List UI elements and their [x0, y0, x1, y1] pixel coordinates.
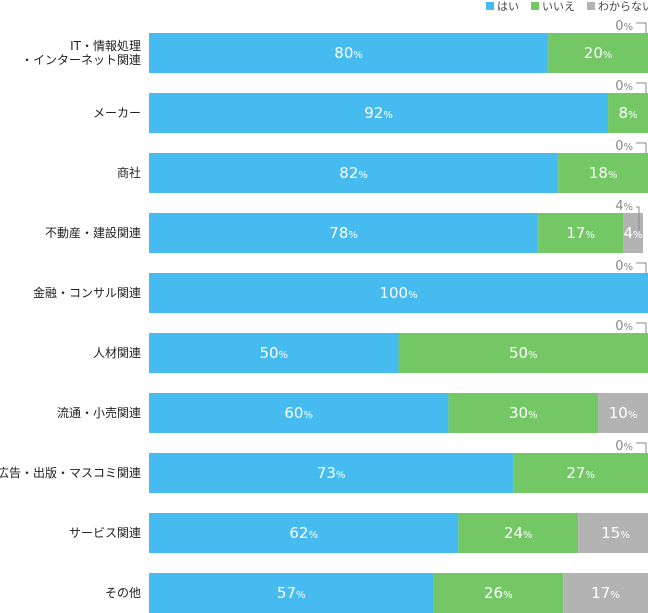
data-label: 0% [615, 319, 633, 334]
small-value-annotation: 0% [615, 259, 647, 274]
bar-segment [458, 513, 579, 553]
bar-segment [149, 153, 559, 193]
bar-row: 不動産・建設関連 78% 17% 4%4% [45, 199, 644, 253]
legend-label: いいえ [542, 0, 575, 13]
small-value-annotation: 0% [615, 79, 647, 94]
leader-line [636, 262, 647, 273]
bar-segment [558, 153, 648, 193]
bar-segment [149, 513, 459, 553]
category-label: 人材関連 [93, 346, 141, 360]
small-value-annotation: 0% [615, 139, 647, 154]
legend: はい いいえ わからない [486, 0, 648, 13]
bar-segment [149, 393, 449, 433]
leader-line [636, 206, 640, 231]
bar-segment [149, 453, 514, 493]
category-label: メーカー [93, 106, 141, 120]
bar-segment [149, 33, 549, 73]
bar-segment [398, 333, 648, 373]
data-label: 4% [615, 199, 633, 214]
small-value-annotation: 4% [615, 199, 640, 231]
legend-swatch [486, 2, 494, 10]
bar-segment [149, 573, 434, 613]
bar-segment [548, 33, 648, 73]
bar-row: その他 57% 26% 17% [105, 573, 648, 613]
bar-segment [433, 573, 564, 613]
bar-row: 人材関連 50% 50%0% [93, 319, 648, 373]
legend-item: いいえ [531, 0, 575, 13]
leader-line [636, 82, 647, 93]
leader-line [636, 142, 647, 153]
bar-segment [448, 393, 599, 433]
small-value-annotation: 0% [615, 19, 647, 34]
category-label: その他 [105, 586, 141, 600]
bar-row: IT・情報処理・インターネット関連 80% 20%0% [21, 19, 648, 73]
bar-row: 金融・コンサル関連 100% 0% [33, 259, 648, 313]
data-label: 0% [615, 139, 633, 154]
data-label: 0% [615, 259, 633, 274]
leader-line [636, 22, 647, 33]
bar-segment [149, 333, 399, 373]
category-label: 広告・出版・マスコミ関連 [0, 466, 141, 480]
bar-row: 広告・出版・マスコミ関連 73% 27%0% [0, 439, 648, 493]
legend-swatch [531, 2, 539, 10]
category-label: 金融・コンサル関連 [33, 285, 141, 300]
bar-segment [538, 213, 624, 253]
bar-row: 商社 82% 18%0% [117, 139, 648, 193]
data-label: 0% [615, 439, 633, 454]
bar-segment [149, 213, 539, 253]
legend-swatch [587, 2, 595, 10]
small-value-annotation: 0% [615, 319, 647, 334]
category-label: 流通・小売関連 [57, 405, 141, 420]
bar-segment [513, 453, 648, 493]
leader-line [636, 322, 647, 333]
legend-item: わからない [587, 0, 648, 13]
category-label: サービス関連 [69, 526, 141, 540]
bar-row: 流通・小売関連 60% 30% 10% [57, 393, 648, 433]
bar-segment [149, 93, 609, 133]
legend-item: はい [486, 0, 519, 13]
bar-segment [563, 573, 648, 613]
bar-segment [149, 273, 648, 313]
bar-segment [598, 393, 648, 433]
legend-label: わからない [598, 0, 648, 13]
bar-segment [608, 93, 648, 133]
bar-row: サービス関連 62% 24% 15% [69, 513, 648, 553]
data-label: 100% [379, 284, 417, 302]
leader-line [636, 442, 647, 453]
bar-segment [623, 213, 644, 253]
category-label: IT・情報処理・インターネット関連 [21, 39, 141, 67]
small-value-annotation: 0% [615, 439, 647, 454]
legend-label: はい [497, 0, 519, 13]
bar-segment [578, 513, 648, 553]
category-label: 商社 [117, 165, 141, 180]
data-label: 0% [615, 19, 633, 34]
data-label: 0% [615, 79, 633, 94]
bar-row: メーカー 92% 8%0% [93, 79, 648, 133]
category-label: 不動産・建設関連 [45, 225, 141, 240]
